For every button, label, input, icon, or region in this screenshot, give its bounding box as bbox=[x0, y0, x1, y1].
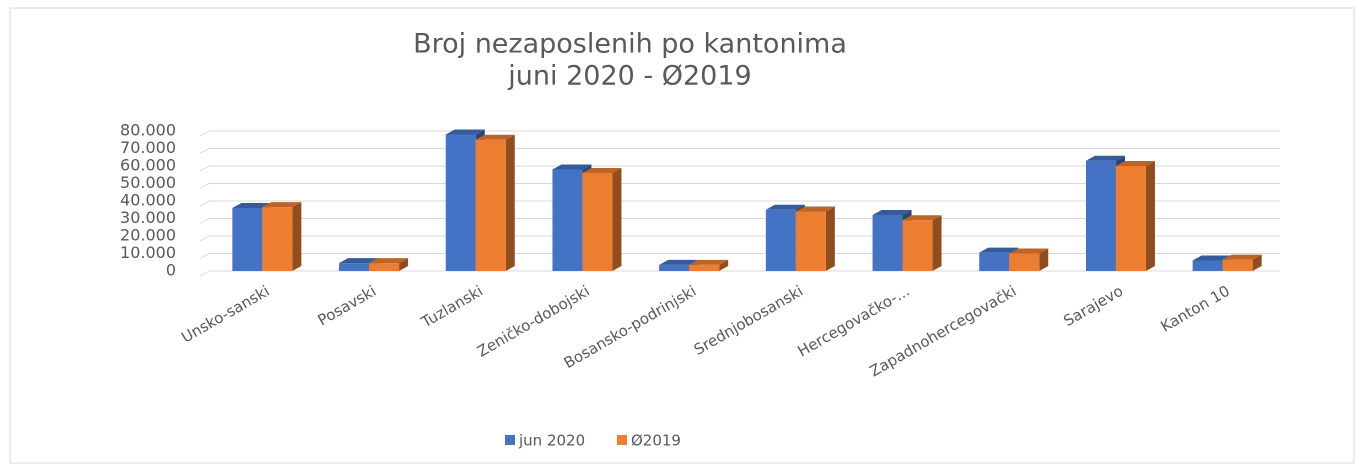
legend-swatch bbox=[505, 435, 515, 445]
bar bbox=[902, 220, 933, 271]
bar-top bbox=[445, 129, 485, 135]
y-tick-label: 20.000 bbox=[120, 226, 176, 245]
bar bbox=[369, 263, 400, 271]
bar-top bbox=[765, 204, 805, 210]
grid-line bbox=[199, 200, 210, 207]
bar-top bbox=[1085, 155, 1125, 161]
bar-side bbox=[612, 168, 622, 271]
legend-label: Ø2019 bbox=[631, 432, 681, 450]
y-tick-label: 30.000 bbox=[120, 208, 176, 227]
bar bbox=[445, 134, 476, 271]
bar-side bbox=[1145, 161, 1155, 271]
bar-top bbox=[552, 164, 592, 170]
grid-line bbox=[199, 253, 210, 259]
bar-top bbox=[1222, 254, 1262, 260]
bar bbox=[795, 211, 826, 271]
bar-side bbox=[825, 206, 835, 271]
bar-top bbox=[979, 247, 1019, 253]
bar bbox=[552, 169, 583, 271]
bar-side bbox=[399, 258, 409, 271]
bar bbox=[1009, 253, 1040, 271]
legend-label: jun 2020 bbox=[518, 432, 585, 450]
chart-title: Broj nezaposlenih po kantonima bbox=[413, 29, 847, 60]
y-tick-label: 10.000 bbox=[120, 243, 176, 262]
bar bbox=[339, 263, 370, 271]
bar bbox=[765, 209, 796, 271]
bar-top bbox=[902, 215, 942, 221]
bar bbox=[1115, 166, 1146, 271]
bar bbox=[659, 264, 690, 271]
bar bbox=[979, 252, 1010, 271]
bar-top bbox=[1115, 161, 1155, 166]
bar-top bbox=[1009, 248, 1049, 254]
bar-top bbox=[872, 210, 912, 215]
y-tick-label: 50.000 bbox=[120, 173, 176, 192]
bar-side bbox=[1039, 248, 1049, 271]
y-tick-label: 60.000 bbox=[120, 156, 176, 175]
bar bbox=[232, 208, 263, 271]
bar bbox=[475, 139, 506, 271]
bar-top bbox=[232, 203, 272, 208]
bar-top bbox=[339, 258, 379, 264]
bar-top bbox=[369, 258, 409, 264]
bar-top bbox=[262, 202, 302, 208]
grid-line bbox=[199, 270, 210, 277]
grid-line bbox=[199, 148, 210, 154]
bar-top bbox=[795, 206, 835, 212]
grid-line bbox=[199, 218, 210, 224]
grid-line bbox=[199, 130, 210, 137]
bar bbox=[1222, 259, 1253, 271]
bar bbox=[1085, 160, 1116, 271]
bar-top bbox=[475, 134, 515, 140]
bar bbox=[582, 173, 613, 271]
bar-side bbox=[292, 202, 302, 271]
y-tick-label: 40.000 bbox=[120, 191, 176, 210]
x-tick-label: Posavski bbox=[315, 282, 380, 330]
grid-line bbox=[199, 183, 210, 189]
bar-top bbox=[659, 259, 699, 265]
chart-frame bbox=[9, 7, 1355, 464]
x-tick-label: Sarajevo bbox=[1060, 282, 1126, 330]
y-tick-label: 80.000 bbox=[120, 121, 176, 140]
grid-line bbox=[199, 235, 210, 242]
grid-line bbox=[199, 165, 210, 172]
chart-subtitle: juni 2020 - Ø2019 bbox=[507, 61, 751, 92]
y-tick-label: 70.000 bbox=[120, 138, 176, 157]
bar bbox=[262, 207, 293, 271]
bar bbox=[1192, 260, 1223, 271]
bar-top bbox=[1192, 255, 1232, 261]
x-tick-label: Unsko-sanski bbox=[178, 282, 272, 347]
bar-side bbox=[719, 259, 729, 271]
bar-side bbox=[505, 134, 515, 271]
x-tick-label: Kanton 10 bbox=[1157, 282, 1232, 336]
bar bbox=[689, 264, 720, 271]
y-tick-label: 0 bbox=[166, 261, 176, 280]
legend-swatch bbox=[617, 435, 627, 445]
bar-side bbox=[1252, 254, 1262, 271]
bar-side bbox=[932, 215, 942, 271]
bar-top bbox=[689, 259, 729, 265]
x-tick-label: Srednjobosanski bbox=[691, 282, 806, 359]
x-tick-label: Tuzlanski bbox=[417, 282, 486, 332]
bar-top bbox=[582, 168, 622, 173]
bar bbox=[872, 215, 903, 271]
